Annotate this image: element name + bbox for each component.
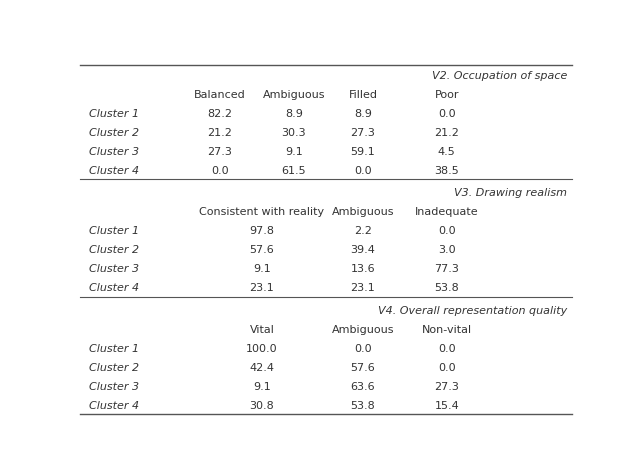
Text: Cluster 1: Cluster 1	[89, 109, 139, 119]
Text: 82.2: 82.2	[207, 109, 233, 119]
Text: Cluster 3: Cluster 3	[89, 381, 139, 391]
Text: 0.0: 0.0	[211, 166, 229, 176]
Text: 53.8: 53.8	[350, 400, 375, 410]
Text: 57.6: 57.6	[249, 245, 274, 255]
Text: 59.1: 59.1	[350, 147, 375, 157]
Text: 9.1: 9.1	[253, 264, 271, 274]
Text: Cluster 4: Cluster 4	[89, 283, 139, 293]
Text: 27.3: 27.3	[350, 128, 375, 138]
Text: 8.9: 8.9	[285, 109, 303, 119]
Text: 23.1: 23.1	[249, 283, 274, 293]
Text: 3.0: 3.0	[438, 245, 455, 255]
Text: 21.2: 21.2	[207, 128, 232, 138]
Text: 13.6: 13.6	[350, 264, 375, 274]
Text: 0.0: 0.0	[438, 109, 455, 119]
Text: 27.3: 27.3	[207, 147, 232, 157]
Text: 57.6: 57.6	[350, 362, 375, 372]
Text: Poor: Poor	[434, 89, 459, 99]
Text: Cluster 1: Cluster 1	[89, 226, 139, 236]
Text: 97.8: 97.8	[249, 226, 274, 236]
Text: 38.5: 38.5	[434, 166, 459, 176]
Text: 2.2: 2.2	[354, 226, 372, 236]
Text: Inadequate: Inadequate	[415, 207, 478, 217]
Text: Vital: Vital	[249, 324, 274, 334]
Text: 63.6: 63.6	[350, 381, 375, 391]
Text: 53.8: 53.8	[434, 283, 459, 293]
Text: 9.1: 9.1	[285, 147, 303, 157]
Text: Ambiguous: Ambiguous	[331, 207, 394, 217]
Text: Cluster 2: Cluster 2	[89, 362, 139, 372]
Text: V2. Occupation of space: V2. Occupation of space	[432, 71, 567, 81]
Text: Non-vital: Non-vital	[422, 324, 472, 334]
Text: Cluster 2: Cluster 2	[89, 128, 139, 138]
Text: 9.1: 9.1	[253, 381, 271, 391]
Text: 0.0: 0.0	[354, 343, 371, 353]
Text: 4.5: 4.5	[438, 147, 455, 157]
Text: Ambiguous: Ambiguous	[331, 324, 394, 334]
Text: 23.1: 23.1	[350, 283, 375, 293]
Text: 30.8: 30.8	[249, 400, 274, 410]
Text: Cluster 3: Cluster 3	[89, 264, 139, 274]
Text: Cluster 1: Cluster 1	[89, 343, 139, 353]
Text: 27.3: 27.3	[434, 381, 459, 391]
Text: 15.4: 15.4	[434, 400, 459, 410]
Text: 0.0: 0.0	[438, 362, 455, 372]
Text: Cluster 4: Cluster 4	[89, 400, 139, 410]
Text: Cluster 3: Cluster 3	[89, 147, 139, 157]
Text: V4. Overall representation quality: V4. Overall representation quality	[378, 305, 567, 315]
Text: 100.0: 100.0	[246, 343, 278, 353]
Text: 0.0: 0.0	[438, 226, 455, 236]
Text: Filled: Filled	[349, 89, 377, 99]
Text: 77.3: 77.3	[434, 264, 459, 274]
Text: 39.4: 39.4	[350, 245, 375, 255]
Text: 61.5: 61.5	[282, 166, 306, 176]
Text: Balanced: Balanced	[194, 89, 246, 99]
Text: Cluster 4: Cluster 4	[89, 166, 139, 176]
Text: 8.9: 8.9	[354, 109, 372, 119]
Text: 42.4: 42.4	[249, 362, 274, 372]
Text: Ambiguous: Ambiguous	[263, 89, 325, 99]
Text: Cluster 2: Cluster 2	[89, 245, 139, 255]
Text: Consistent with reality: Consistent with reality	[199, 207, 324, 217]
Text: 0.0: 0.0	[438, 343, 455, 353]
Text: 30.3: 30.3	[282, 128, 306, 138]
Text: 0.0: 0.0	[354, 166, 371, 176]
Text: 21.2: 21.2	[434, 128, 459, 138]
Text: V3. Drawing realism: V3. Drawing realism	[455, 188, 567, 198]
